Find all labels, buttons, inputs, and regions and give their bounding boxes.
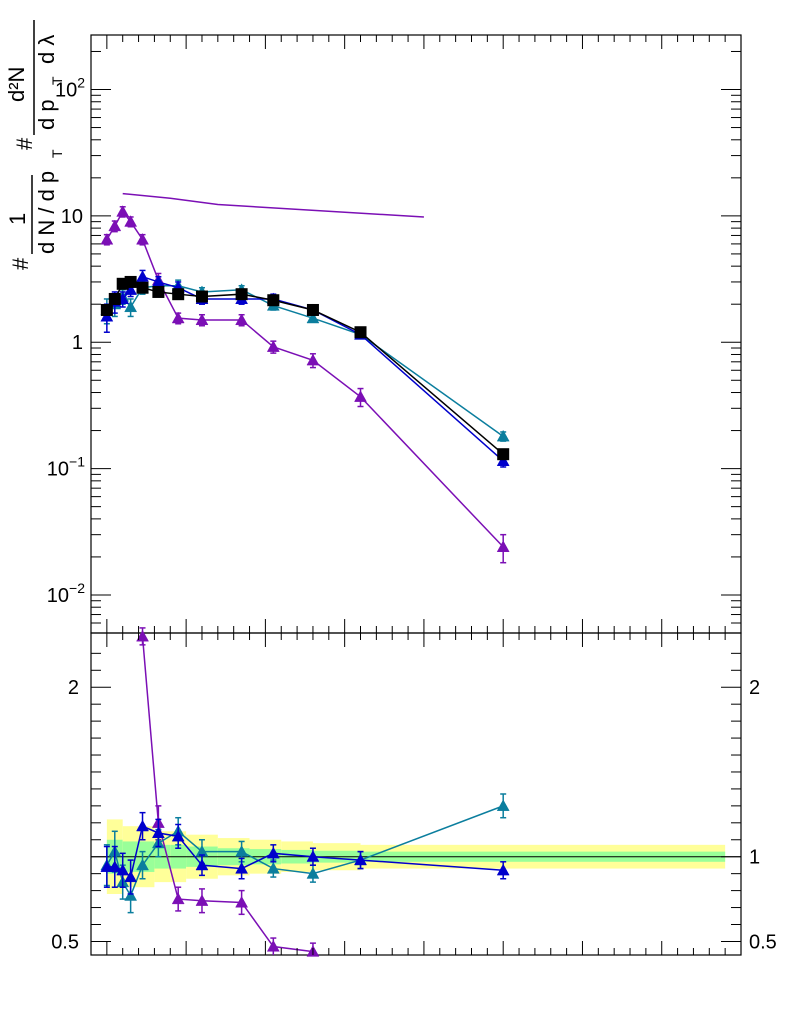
ratio-marker-blue xyxy=(116,863,130,876)
ratio-marker-teal xyxy=(136,858,149,871)
ratio-marker-teal xyxy=(235,845,249,857)
y-tick-label-lower-right: 2 xyxy=(749,677,760,699)
ratio-marker-blue xyxy=(354,853,367,866)
marker-purple xyxy=(116,205,130,217)
marker-teal xyxy=(496,429,510,442)
series-line-purple xyxy=(106,210,504,548)
marker-black xyxy=(108,292,121,305)
ratio-marker-purple xyxy=(195,894,209,906)
marker-black xyxy=(100,303,113,316)
marker-purple xyxy=(306,353,320,366)
y-tick-label-lower-left: 2 xyxy=(68,677,79,699)
ratio-marker-purple xyxy=(266,940,280,952)
ratio-marker-teal xyxy=(496,799,510,811)
series-line-reference xyxy=(122,192,424,218)
ratio-marker-teal xyxy=(124,889,138,901)
marker-blue xyxy=(136,270,149,282)
ylabel-hash: # xyxy=(8,257,33,270)
ratio-marker-blue xyxy=(195,858,209,871)
marker-black xyxy=(354,326,367,339)
marker-black xyxy=(124,275,137,288)
marker-black xyxy=(306,303,319,316)
ratio-marker-blue xyxy=(100,860,114,872)
series-line-black xyxy=(106,281,504,455)
ratio-marker-blue xyxy=(136,819,149,832)
ratio-marker-blue xyxy=(124,870,138,883)
y-tick-label-upper: 10−2 xyxy=(47,580,85,607)
ratio-marker-purple xyxy=(171,892,185,905)
marker-blue xyxy=(496,454,510,466)
marker-purple xyxy=(354,390,367,402)
ratio-line-purple xyxy=(141,636,314,953)
marker-black xyxy=(136,281,149,294)
marker-black xyxy=(195,290,208,303)
marker-black xyxy=(267,294,280,307)
ylabel-one: 1 xyxy=(5,213,30,225)
marker-black xyxy=(152,285,165,298)
y-tick-label-upper: 1 xyxy=(72,332,83,354)
marker-black xyxy=(235,288,248,301)
ylabel-num2: d²N xyxy=(4,67,29,102)
marker-teal xyxy=(124,300,138,313)
ratio-marker-blue xyxy=(496,863,510,876)
ratio-marker-blue xyxy=(171,829,185,842)
y-tick-label-lower-right: 1 xyxy=(749,847,760,869)
ratio-marker-teal xyxy=(306,867,320,879)
ratio-marker-purple xyxy=(235,895,249,908)
marker-black xyxy=(172,288,185,301)
marker-teal xyxy=(306,311,320,324)
lower-frame xyxy=(90,632,742,956)
y-tick-label-upper: 102 xyxy=(55,75,85,102)
ylabel-den-main: d N / d p xyxy=(34,171,59,254)
marker-purple xyxy=(266,340,280,352)
ratio-marker-blue xyxy=(151,826,165,839)
ylabel-sub-t-1: T xyxy=(49,149,65,158)
upper-frame xyxy=(90,34,742,634)
ylabel-den2-lambda: d λ xyxy=(34,35,59,64)
y-tick-label-lower-left: 0.5 xyxy=(51,931,79,953)
marker-purple xyxy=(235,313,249,326)
y-tick-label-upper: 10 xyxy=(61,206,83,228)
y-tick-label-lower-right: 0.5 xyxy=(749,931,777,953)
marker-purple xyxy=(124,215,138,227)
upper-y-axis-label: # 1 d N / d p T # d²N d p T d λ xyxy=(4,20,65,270)
ratio-marker-purple xyxy=(136,629,149,642)
ratio-marker-teal xyxy=(266,862,280,874)
marker-black xyxy=(116,277,129,290)
ylabel-hash-2: # xyxy=(12,137,37,150)
marker-purple xyxy=(100,232,114,245)
ylabel-den2-main: d p xyxy=(34,99,59,130)
ylabel-sub-t-2: T xyxy=(49,76,65,85)
marker-purple xyxy=(136,232,149,245)
series-line-blue xyxy=(106,275,504,462)
ratio-marker-blue xyxy=(108,860,122,872)
marker-black xyxy=(497,448,510,461)
marker-purple xyxy=(171,311,185,324)
marker-purple xyxy=(108,219,122,232)
y-tick-label-upper: 10−1 xyxy=(47,454,85,481)
ratio-marker-blue xyxy=(306,850,320,862)
ratio-marker-blue xyxy=(235,862,249,874)
marker-purple xyxy=(195,313,209,326)
marker-purple xyxy=(496,540,510,552)
ratio-marker-blue xyxy=(266,846,280,859)
